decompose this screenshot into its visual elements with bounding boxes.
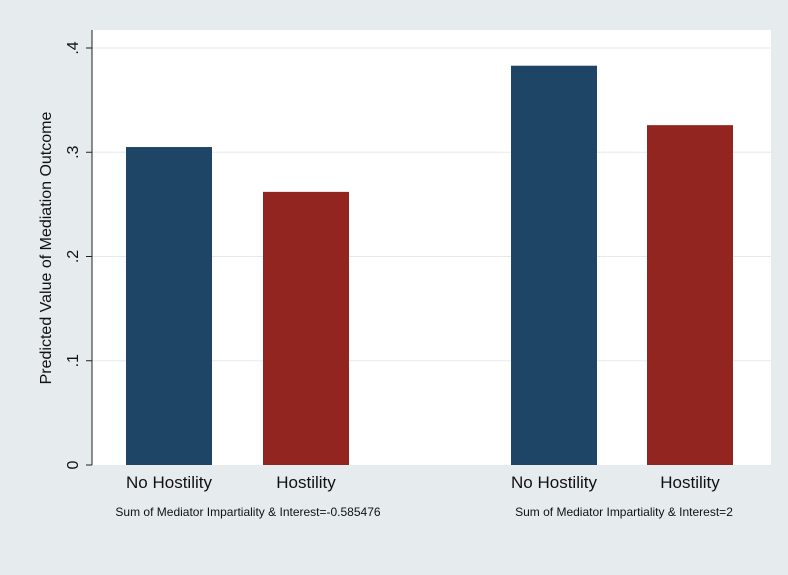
group-label: Sum of Mediator Impartiality & Interest=…: [115, 505, 380, 519]
y-tick-label: .3: [65, 145, 82, 158]
bar-1-no-hostility: [126, 147, 212, 465]
y-axis-ticks: 0 .1 .2 .3 .4: [65, 41, 92, 469]
bar-1-hostility: [263, 191, 349, 466]
group-label: Sum of Mediator Impartiality & Interest=…: [515, 505, 733, 519]
y-tick-label: .2: [65, 250, 82, 263]
bar-2-hostility: [647, 125, 733, 466]
y-tick-label: .1: [65, 354, 82, 367]
category-label: Hostility: [276, 473, 336, 492]
category-labels: No Hostility Hostility No Hostility Hostili…: [126, 473, 720, 492]
category-label: Hostility: [660, 473, 720, 492]
category-label: No Hostility: [511, 473, 597, 492]
y-axis-label: Predicted Value of Mediation Outcome: [38, 112, 55, 385]
category-label: No Hostility: [126, 473, 212, 492]
y-tick-label: 0: [65, 460, 82, 469]
bar-2-no-hostility: [511, 65, 597, 465]
y-tick-label: .4: [65, 41, 82, 54]
group-labels: Sum of Mediator Impartiality & Interest=…: [115, 505, 733, 519]
bars: [126, 65, 733, 466]
